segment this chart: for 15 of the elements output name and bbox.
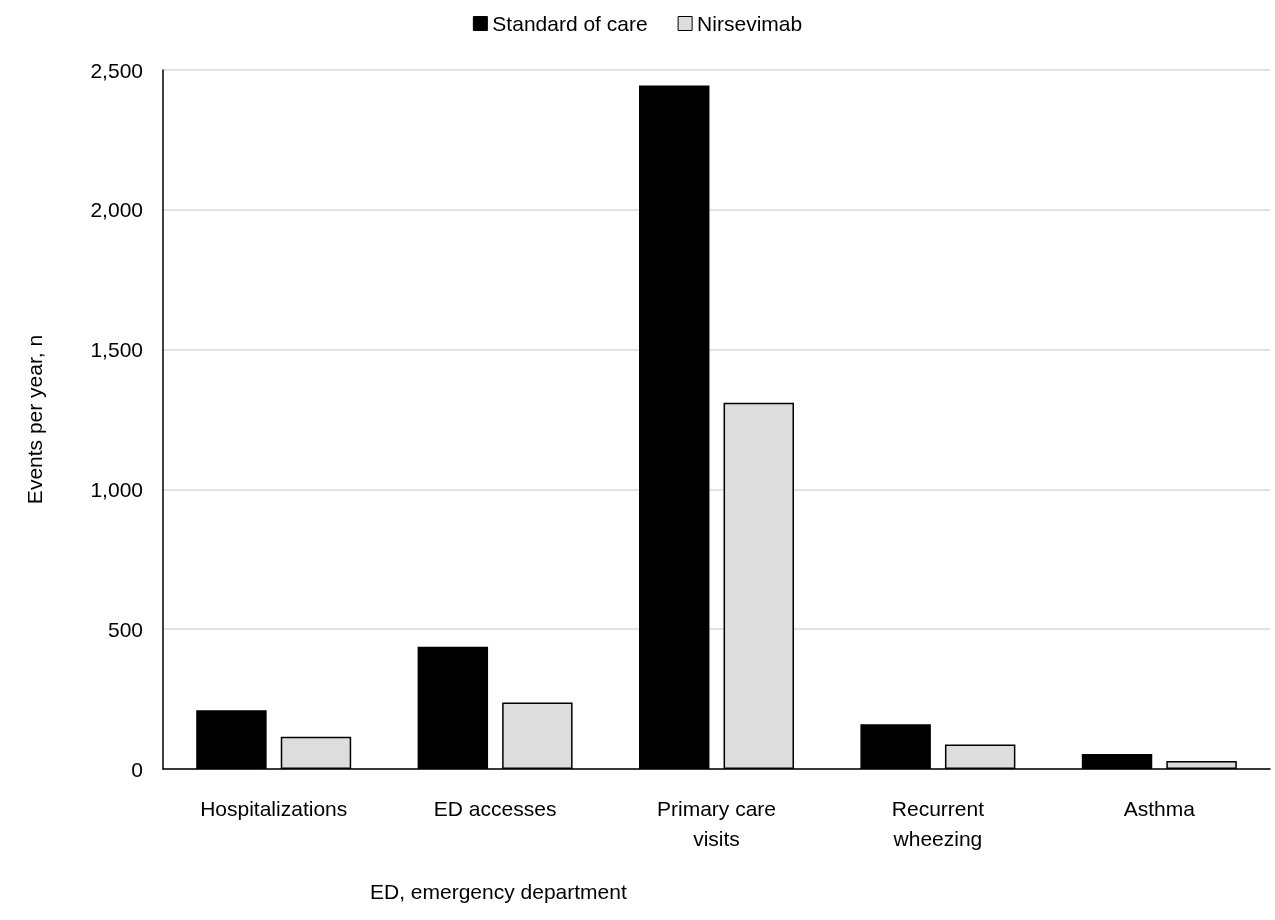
y-tick-label: 0	[131, 757, 143, 781]
y-tick-label: 1,000	[90, 477, 143, 501]
legend-label: Nirsevimab	[697, 12, 803, 35]
y-axis-title: Events per year, n	[23, 334, 46, 505]
y-tick-label: 2,500	[90, 58, 143, 82]
x-tick-label: ED accesses	[433, 796, 557, 820]
x-tick-label: Primary care visits	[656, 796, 777, 850]
legend-label: Standard of care	[492, 12, 648, 35]
x-tick-label: Asthma	[1123, 796, 1196, 820]
text: ED, emergency department	[370, 880, 627, 903]
y-tick-label: 1,500	[90, 338, 143, 362]
y-tick-label: 500	[107, 617, 143, 641]
y-tick-label: 2,000	[90, 198, 143, 222]
x-tick-label: Hospitalizations	[200, 796, 348, 820]
x-tick-label: Recurrent wheezing	[891, 796, 985, 850]
